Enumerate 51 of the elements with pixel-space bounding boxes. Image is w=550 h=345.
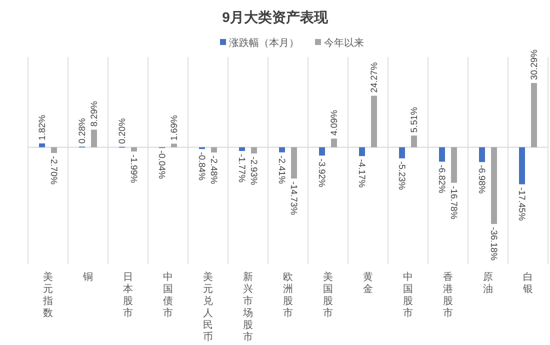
bar — [399, 147, 405, 158]
bar — [51, 147, 57, 153]
bar — [279, 147, 285, 152]
data-label: -2.41% — [277, 155, 287, 184]
data-label: -3.92% — [317, 158, 327, 188]
bar — [439, 147, 445, 162]
bar — [451, 147, 457, 183]
bar — [171, 144, 177, 148]
bar — [91, 130, 97, 148]
data-label: -6.82% — [437, 164, 447, 194]
data-label: -6.98% — [477, 165, 487, 194]
legend-label: 涨跌幅（本月） — [229, 37, 299, 49]
bar — [131, 147, 137, 152]
data-label: -17.45% — [517, 187, 527, 221]
legend-label: 今年以来 — [324, 37, 364, 49]
bar — [479, 147, 485, 162]
data-label: -14.73% — [289, 182, 299, 216]
bar — [319, 147, 325, 156]
bar — [371, 96, 377, 148]
data-label: 1.69% — [169, 115, 179, 141]
data-label: -2.48% — [209, 156, 219, 184]
data-label: 24.27% — [369, 62, 379, 93]
data-label: 0.20% — [117, 118, 127, 144]
data-label: 1.82% — [37, 114, 47, 140]
bar — [211, 147, 217, 153]
data-label: -4.17% — [357, 159, 367, 188]
bar — [359, 147, 365, 156]
data-label: -2.70% — [49, 156, 59, 185]
bar — [251, 147, 257, 154]
data-label: 5.51% — [409, 107, 419, 133]
data-label: -1.77% — [237, 154, 247, 183]
data-label: 8.29% — [89, 101, 99, 127]
title: 9月大类资产表现 — [222, 9, 328, 25]
bar — [239, 147, 245, 152]
bar — [331, 138, 337, 148]
data-label: 4.09% — [329, 110, 339, 136]
bar — [491, 147, 497, 224]
data-label: -2.93% — [249, 156, 259, 185]
bar — [519, 147, 525, 184]
data-label: 0.28% — [77, 118, 87, 144]
bar — [291, 147, 297, 178]
bar — [411, 136, 417, 148]
data-label: -0.04% — [157, 150, 167, 179]
data-label: -0.84% — [197, 152, 207, 181]
data-label: -1.99% — [129, 154, 139, 184]
bar — [39, 143, 45, 148]
data-label: 30.29% — [529, 49, 539, 80]
data-label: -5.23% — [397, 161, 407, 190]
data-label: -36.18% — [489, 227, 499, 261]
data-label: -16.78% — [449, 186, 459, 220]
bar — [531, 83, 537, 148]
